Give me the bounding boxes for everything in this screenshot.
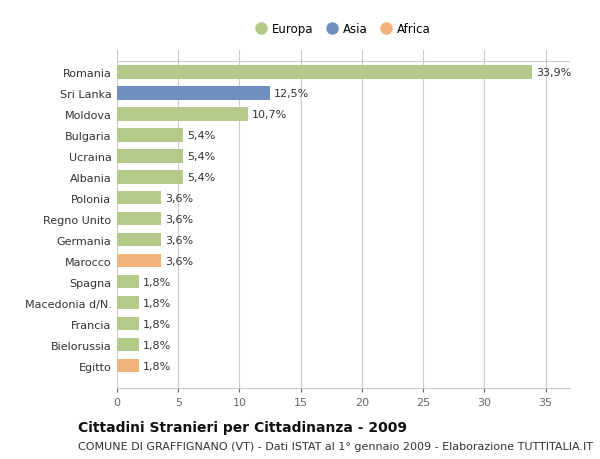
- Text: 3,6%: 3,6%: [165, 256, 193, 266]
- Text: 1,8%: 1,8%: [143, 340, 171, 350]
- Bar: [117, 191, 161, 205]
- Bar: [117, 150, 183, 163]
- Bar: [117, 87, 270, 101]
- Bar: [117, 296, 139, 310]
- Text: 3,6%: 3,6%: [165, 193, 193, 203]
- Text: 1,8%: 1,8%: [143, 319, 171, 329]
- Bar: [117, 108, 248, 121]
- Text: 5,4%: 5,4%: [187, 151, 215, 162]
- Text: 3,6%: 3,6%: [165, 235, 193, 245]
- Text: 12,5%: 12,5%: [274, 89, 309, 99]
- Bar: [117, 338, 139, 352]
- Bar: [117, 317, 139, 330]
- Text: COMUNE DI GRAFFIGNANO (VT) - Dati ISTAT al 1° gennaio 2009 - Elaborazione TUTTIT: COMUNE DI GRAFFIGNANO (VT) - Dati ISTAT …: [78, 441, 593, 451]
- Text: 33,9%: 33,9%: [536, 67, 571, 78]
- Bar: [117, 254, 161, 268]
- Text: 1,8%: 1,8%: [143, 361, 171, 371]
- Bar: [117, 129, 183, 142]
- Bar: [117, 233, 161, 247]
- Text: 1,8%: 1,8%: [143, 277, 171, 287]
- Bar: [117, 213, 161, 226]
- Bar: [117, 66, 532, 79]
- Bar: [117, 359, 139, 373]
- Text: 5,4%: 5,4%: [187, 130, 215, 140]
- Text: 5,4%: 5,4%: [187, 172, 215, 182]
- Text: 1,8%: 1,8%: [143, 298, 171, 308]
- Bar: [117, 170, 183, 184]
- Bar: [117, 275, 139, 289]
- Text: Cittadini Stranieri per Cittadinanza - 2009: Cittadini Stranieri per Cittadinanza - 2…: [78, 420, 407, 434]
- Text: 10,7%: 10,7%: [251, 110, 287, 119]
- Legend: Europa, Asia, Africa: Europa, Asia, Africa: [256, 22, 431, 36]
- Text: 3,6%: 3,6%: [165, 214, 193, 224]
